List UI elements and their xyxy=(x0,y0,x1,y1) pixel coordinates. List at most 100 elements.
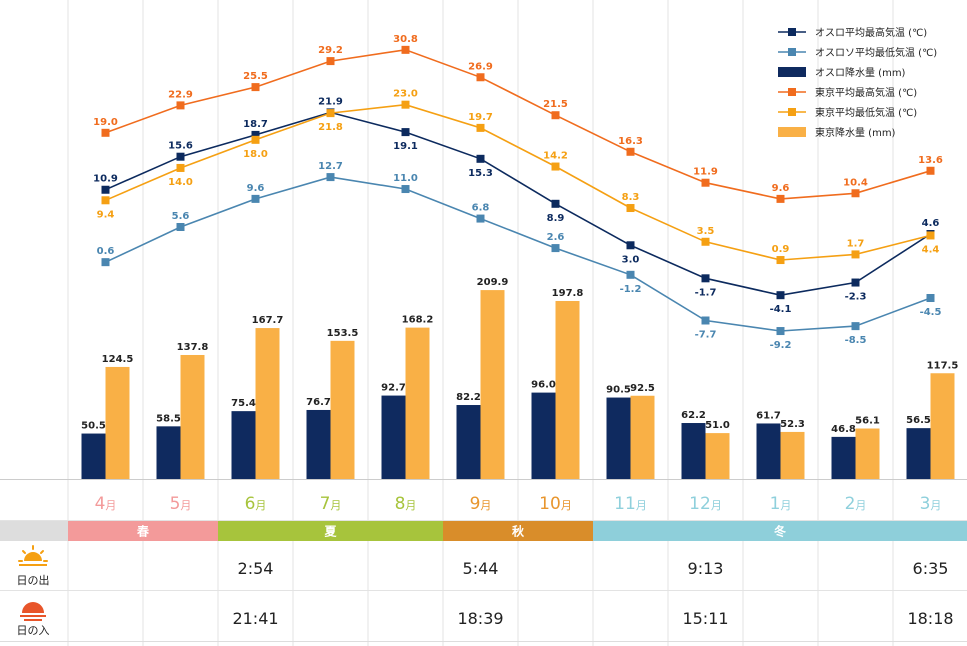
month-label: 12月 xyxy=(689,494,722,514)
legend-label: 東京平均最高気温 (℃) xyxy=(815,86,917,99)
precip-bar xyxy=(405,327,430,479)
temperature-point xyxy=(251,194,260,203)
month-label: 8月 xyxy=(395,494,417,514)
precip-bar xyxy=(705,433,730,479)
legend-bar-swatch xyxy=(778,67,806,77)
month-suffix: 月 xyxy=(105,499,116,512)
temperature-line xyxy=(105,103,931,261)
month-label: 5月 xyxy=(170,494,192,514)
temperature-point xyxy=(326,173,335,182)
temperature-value-label: -2.3 xyxy=(845,292,867,303)
month-suffix: 月 xyxy=(255,499,266,512)
precip-bar xyxy=(606,397,631,479)
bar-value-label: 52.3 xyxy=(780,419,805,430)
temperature-value-label: 9.6 xyxy=(772,183,790,194)
sun-time: 2:54 xyxy=(238,559,274,578)
temperature-point xyxy=(401,100,410,109)
temperature-value-label: 21.9 xyxy=(318,96,343,107)
temperature-value-label: 12.7 xyxy=(318,161,343,172)
bar-value-label: 197.8 xyxy=(552,288,584,299)
sun-row-label: 日の入 xyxy=(17,624,50,637)
temperature-value-label: 9.4 xyxy=(97,209,115,220)
bar-value-label: 58.5 xyxy=(156,413,181,424)
temperature-value-label: 21.8 xyxy=(318,122,343,133)
temperature-value-label: 3.0 xyxy=(622,254,640,265)
temperature-value-label: 29.2 xyxy=(318,45,343,56)
precip-bar xyxy=(681,423,706,479)
season-band: 春夏秋冬 xyxy=(0,521,967,541)
month-suffix: 月 xyxy=(180,499,191,512)
bar-value-label: 137.8 xyxy=(177,342,209,353)
temperature-point xyxy=(251,135,260,144)
temperature-value-label: 25.5 xyxy=(243,71,268,82)
sun-time: 15:11 xyxy=(682,609,728,628)
temperature-value-label: 22.9 xyxy=(168,89,193,100)
temperature-value-label: 13.6 xyxy=(918,155,943,166)
month-number: 11 xyxy=(614,494,636,514)
season-segment xyxy=(593,521,967,541)
season-segment xyxy=(218,521,443,541)
temperature-point xyxy=(851,189,860,198)
temperature-point xyxy=(626,147,635,156)
temperature-point xyxy=(701,274,710,283)
temperature-value-label: 19.1 xyxy=(393,141,418,152)
season-segment xyxy=(443,521,593,541)
temperature-value-label: 10.4 xyxy=(843,177,868,188)
legend-label: オスロソ平均最低気温 (℃) xyxy=(815,46,937,59)
sun-half xyxy=(24,552,42,561)
bar-value-label: 56.1 xyxy=(855,416,880,427)
temperature-point xyxy=(176,152,185,161)
temperature-point xyxy=(551,162,560,171)
bar-value-label: 96.0 xyxy=(531,380,556,391)
bar-value-label: 153.5 xyxy=(327,328,359,339)
temperature-point xyxy=(776,194,785,203)
month-label: 3月 xyxy=(920,494,942,514)
bar-value-label: 167.7 xyxy=(252,315,284,326)
legend-bar-swatch xyxy=(778,127,806,137)
precip-bar xyxy=(105,366,130,479)
temperature-point xyxy=(101,128,110,137)
temperature-value-label: -9.2 xyxy=(770,340,792,351)
month-label: 9月 xyxy=(470,494,492,514)
temperature-point xyxy=(251,83,260,92)
temperature-line xyxy=(105,176,931,332)
legend-label: オスロ降水量 (mm) xyxy=(815,66,906,79)
sun-time: 5:44 xyxy=(463,559,499,578)
temperature-point xyxy=(776,327,785,336)
sunrise-icon xyxy=(18,545,48,566)
bar-value-label: 75.4 xyxy=(231,398,256,409)
temperature-value-label: 11.9 xyxy=(693,167,718,178)
temperature-point xyxy=(401,128,410,137)
sun-time: 18:18 xyxy=(907,609,953,628)
temperature-line xyxy=(105,48,931,200)
bar-value-label: 50.5 xyxy=(81,421,106,432)
temperature-lines xyxy=(101,45,935,336)
sun-time: 6:35 xyxy=(913,559,949,578)
precip-bar xyxy=(906,428,931,479)
bar-value-label: 76.7 xyxy=(306,397,331,408)
month-number: 2 xyxy=(845,494,856,514)
temperature-value-label: 16.3 xyxy=(618,136,643,147)
month-number: 5 xyxy=(170,494,181,514)
temperature-point xyxy=(551,111,560,120)
temperature-point xyxy=(776,291,785,300)
precip-bar xyxy=(255,328,280,479)
bar-value-label: 92.5 xyxy=(630,383,655,394)
season-label: 春 xyxy=(136,524,150,539)
bar-value-label: 56.5 xyxy=(906,415,931,426)
temperature-point xyxy=(926,231,935,240)
bar-value-label: 82.2 xyxy=(456,392,481,403)
temperature-value-label: 0.9 xyxy=(772,244,790,255)
legend-marker-swatch xyxy=(788,48,796,56)
temperature-value-label: 4.4 xyxy=(922,244,940,255)
legend-marker-swatch xyxy=(788,28,796,36)
temperature-value-label: 30.8 xyxy=(393,34,418,45)
temperature-point xyxy=(851,322,860,331)
temperature-value-label: 21.5 xyxy=(543,99,568,110)
bar-value-label: 46.8 xyxy=(831,424,856,435)
month-suffix: 月 xyxy=(480,499,491,512)
season-label: 冬 xyxy=(774,524,786,539)
precip-bar xyxy=(81,433,106,479)
